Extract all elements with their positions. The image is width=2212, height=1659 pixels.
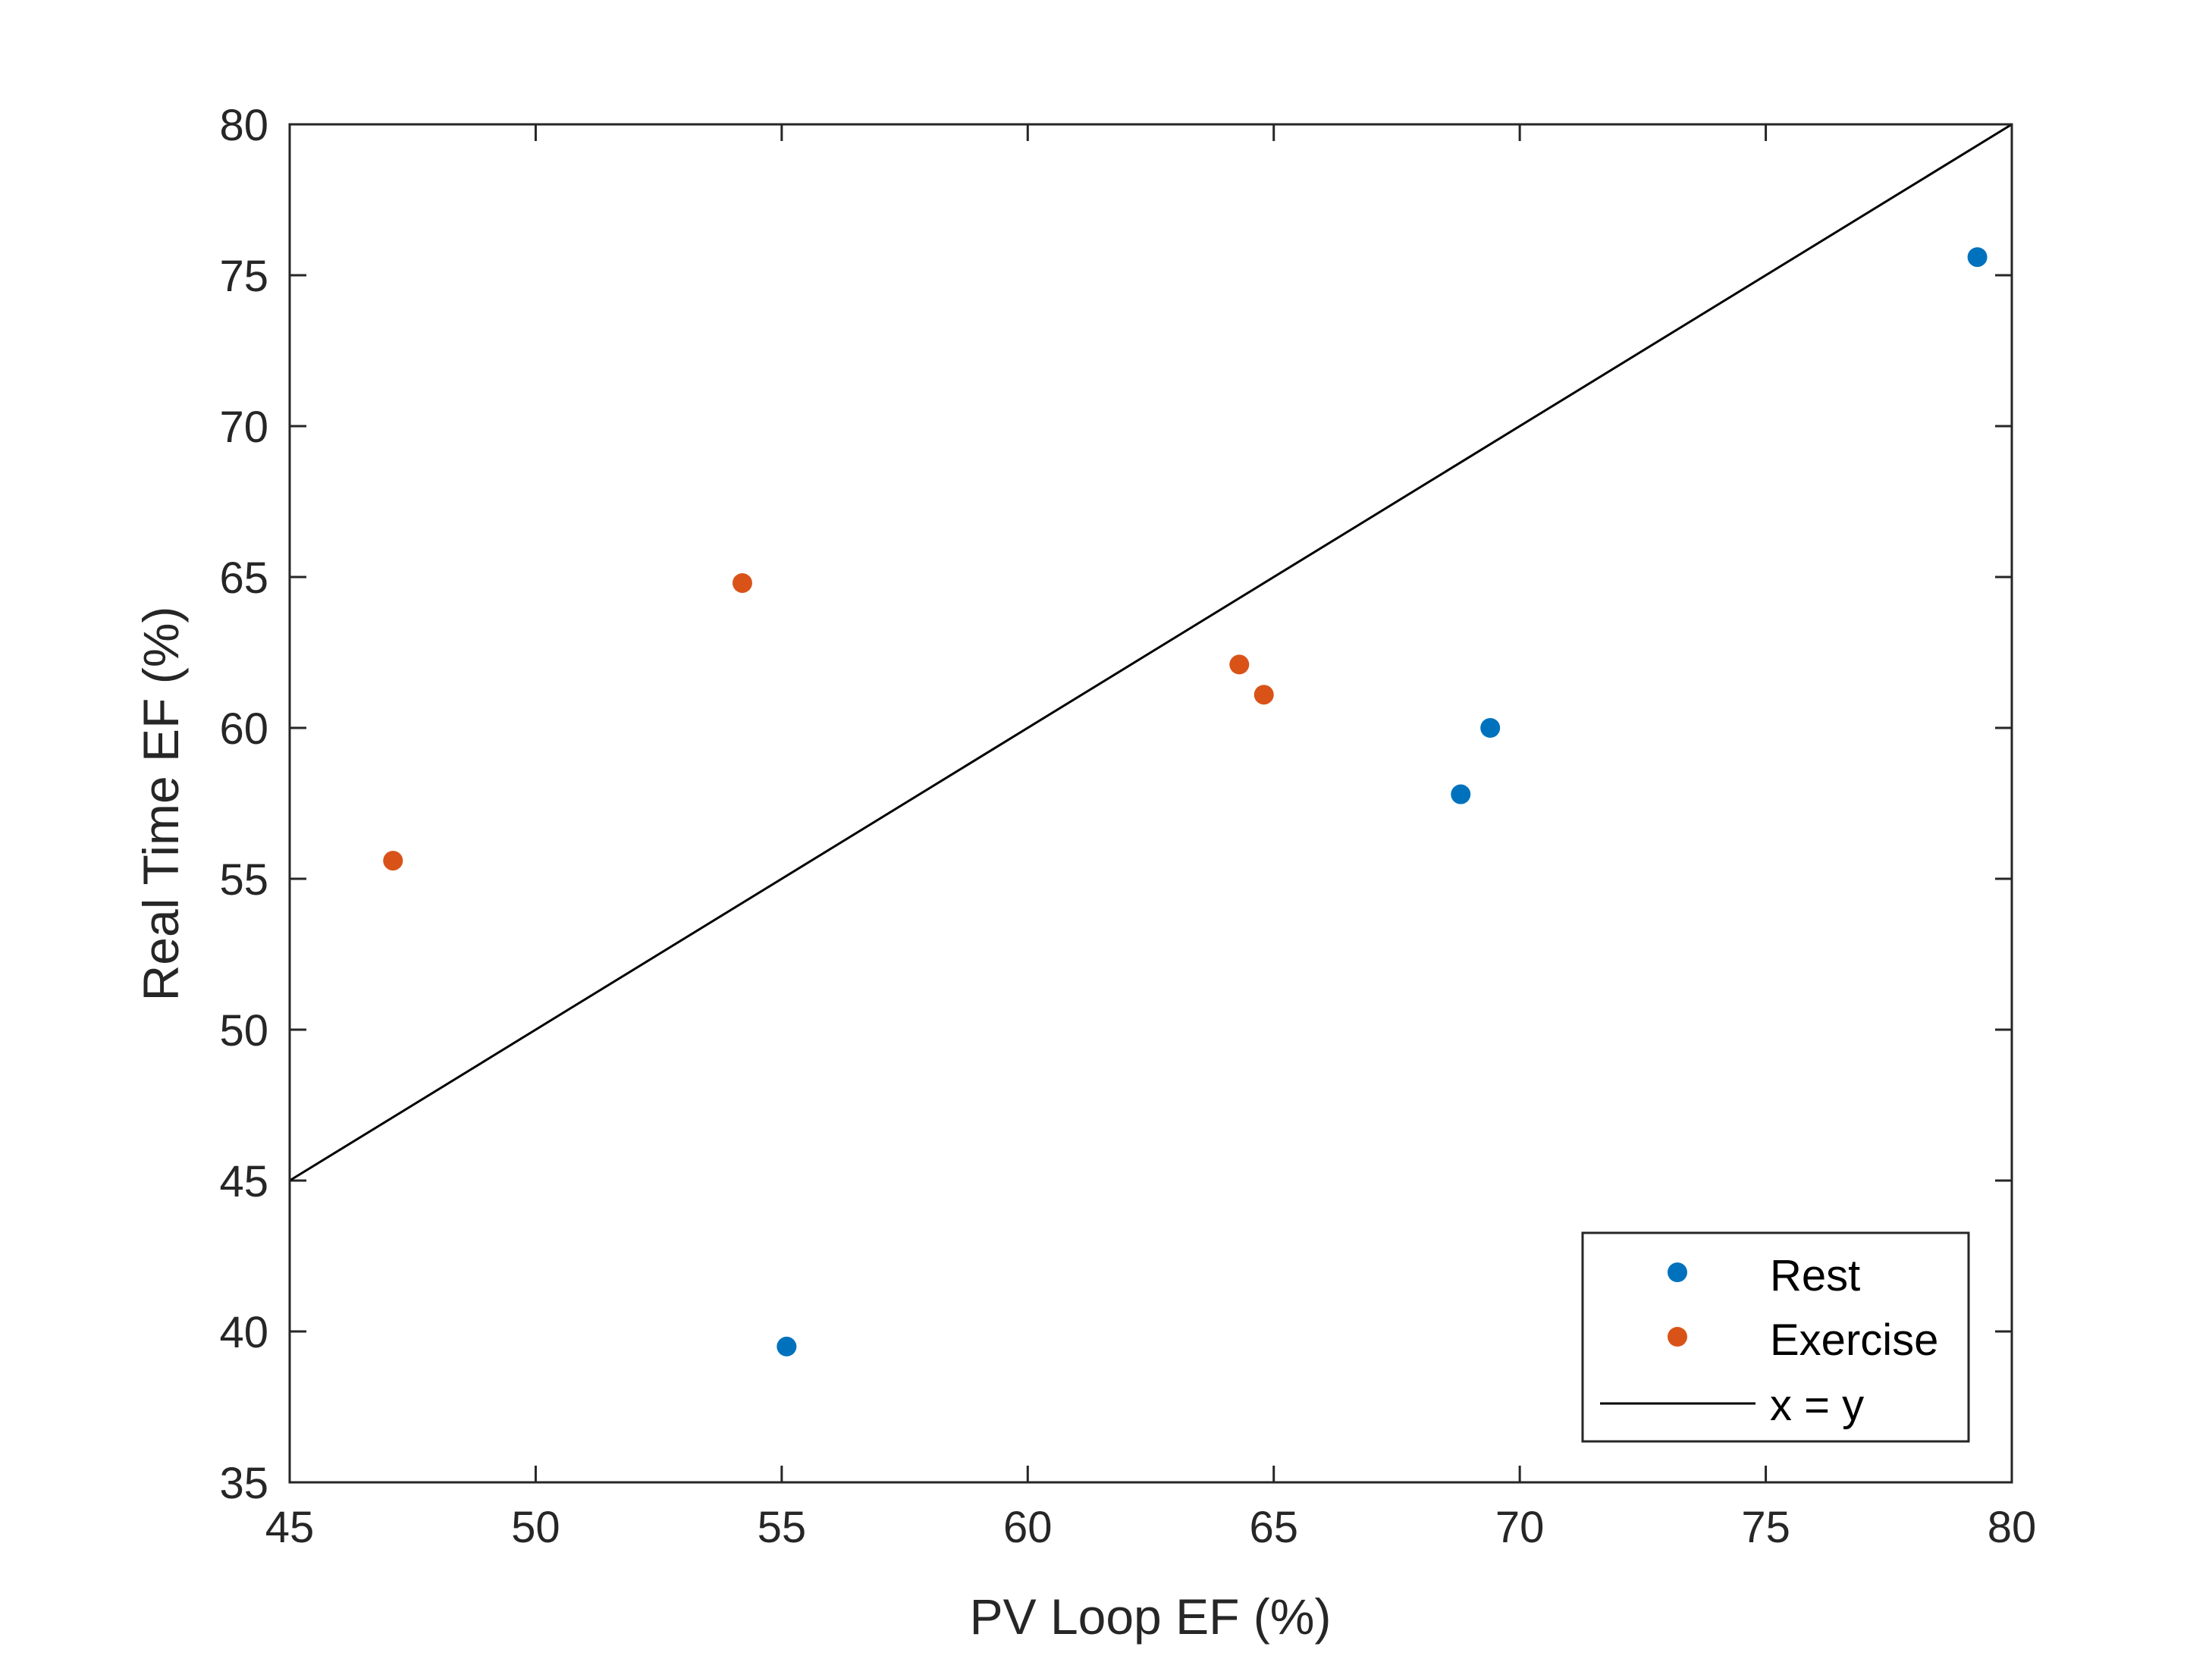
legend-marker-rest [1668, 1262, 1687, 1282]
y-tick-label-60: 60 [219, 704, 268, 754]
data-point-exercise-2 [732, 572, 752, 593]
y-tick-label-55: 55 [219, 855, 268, 905]
x-tick-label-60: 60 [1003, 1503, 1053, 1552]
y-tick-label-45: 45 [219, 1157, 268, 1206]
data-point-rest-3 [1480, 718, 1501, 738]
x-tick-label-65: 65 [1249, 1503, 1298, 1552]
data-point-exercise-3 [1229, 654, 1250, 675]
data-point-rest-1 [777, 1336, 797, 1356]
y-tick-label-70: 70 [219, 403, 268, 452]
y-tick-label-50: 50 [219, 1006, 268, 1055]
legend-label-rest: Rest [1770, 1251, 1860, 1300]
x-tick-label-75: 75 [1741, 1503, 1790, 1552]
plot-area-frame [288, 123, 2013, 1484]
data-point-exercise-4 [1253, 685, 1274, 705]
axis-tick-labels: 45 50 55 60 65 70 75 80 35 40 45 50 55 60 65 70 75 80 [219, 101, 2036, 1552]
reference-line-x-equals-y [289, 123, 2013, 1182]
x-tick-label-70: 70 [1495, 1503, 1545, 1552]
legend-label-reference-line: x = y [1770, 1381, 1864, 1430]
x-axis-title: PV Loop EF (%) [970, 1588, 1332, 1645]
data-point-rest-2 [1451, 784, 1471, 804]
data-point-exercise-1 [383, 851, 403, 871]
y-tick-label-75: 75 [219, 252, 268, 301]
legend-box [1581, 1231, 1970, 1443]
x-tick-label-45: 45 [265, 1503, 315, 1552]
y-tick-label-65: 65 [219, 554, 268, 603]
y-axis-title: Real Time EF (%) [133, 607, 189, 1002]
x-tick-label-50: 50 [511, 1503, 560, 1552]
legend-marker-exercise [1668, 1327, 1687, 1347]
legend: Rest Exercise x = y [1581, 1231, 1970, 1443]
plot-content [289, 123, 2013, 1356]
y-tick-label-80: 80 [219, 101, 268, 150]
x-tick-label-80: 80 [1988, 1503, 2037, 1552]
data-point-rest-4 [1967, 247, 1988, 268]
y-tick-label-35: 35 [219, 1459, 268, 1508]
x-tick-label-55: 55 [758, 1503, 807, 1552]
y-tick-label-40: 40 [219, 1308, 268, 1357]
legend-label-exercise: Exercise [1770, 1316, 1938, 1365]
